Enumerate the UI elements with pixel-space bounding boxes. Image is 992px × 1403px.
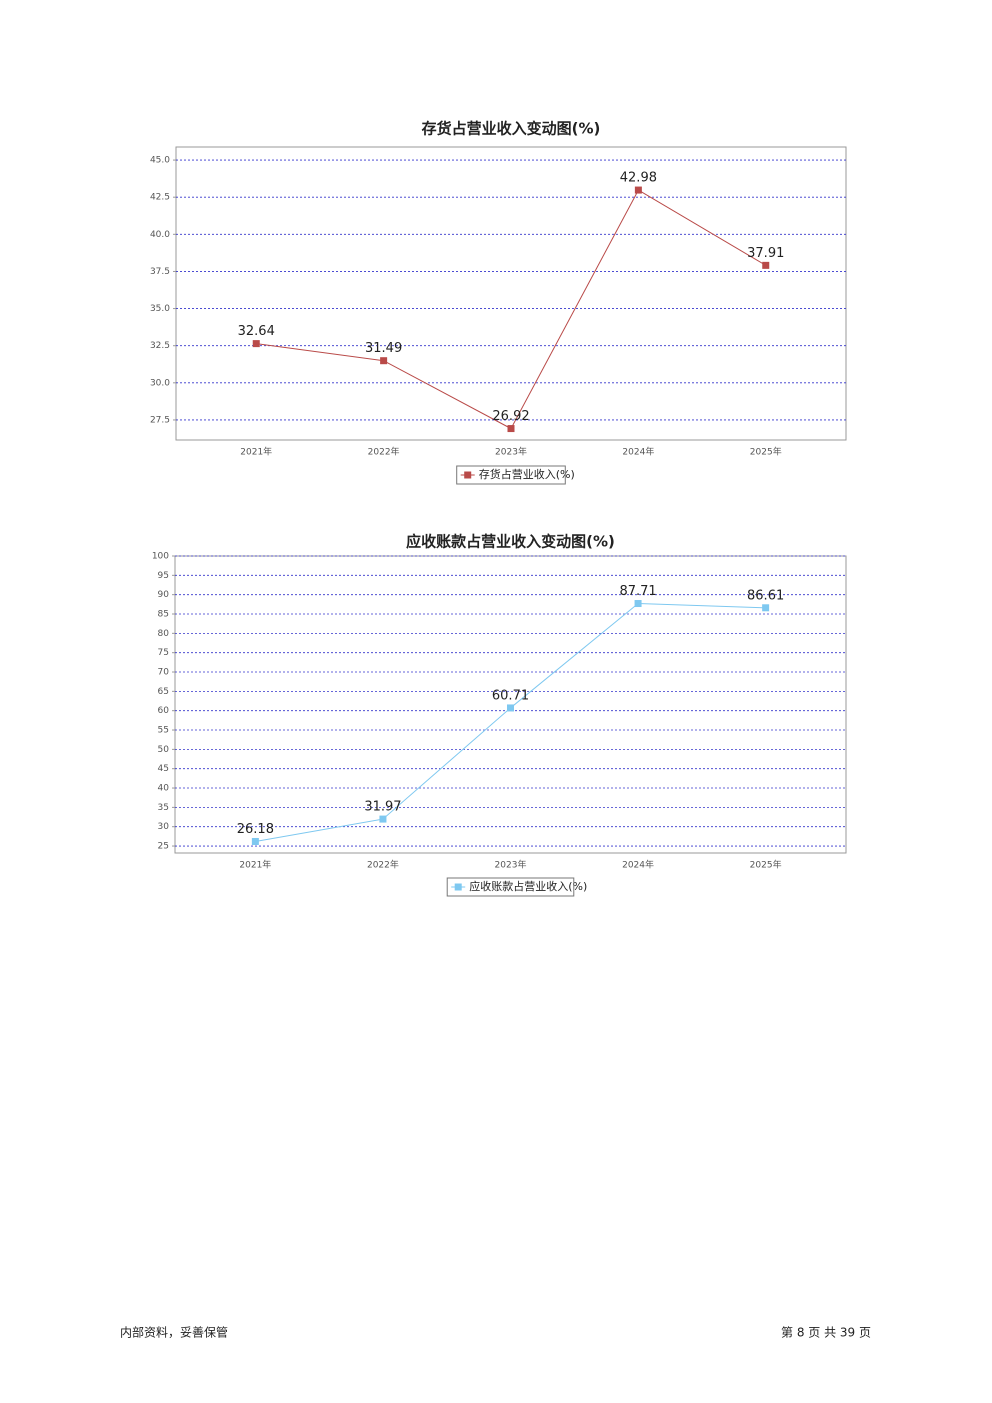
x-tick-label: 2021年 (239, 859, 271, 871)
data-label: 60.71 (492, 688, 529, 703)
y-tick-label: 42.5 (150, 193, 170, 203)
data-label: 42.98 (620, 171, 657, 186)
data-label: 37.91 (747, 246, 784, 261)
x-tick-label: 2025年 (750, 446, 782, 458)
y-tick-label: 30.0 (150, 378, 170, 388)
y-tick-label: 95 (158, 571, 169, 581)
footer-left: 内部资料，妥善保管 (120, 1325, 228, 1340)
y-tick-label: 60 (158, 706, 170, 716)
y-tick-label: 50 (158, 745, 170, 755)
y-tick-label: 37.5 (150, 267, 170, 277)
point (507, 425, 515, 433)
x-tick-label: 2024年 (622, 446, 654, 458)
x-tick-label: 2021年 (240, 446, 272, 458)
point (380, 357, 388, 365)
legend-box (446, 877, 575, 897)
series-line (255, 603, 766, 842)
y-tick-label: 30 (158, 822, 170, 832)
point (507, 704, 514, 712)
x-tick-label: 2024年 (622, 859, 654, 871)
x-tick-label: 2023年 (495, 446, 527, 458)
data-label: 32.64 (238, 324, 275, 339)
plot-area (175, 146, 847, 441)
legend-swatch (454, 883, 462, 891)
x-tick-label: 2023年 (495, 859, 527, 871)
y-tick-label: 45 (158, 764, 169, 774)
point (379, 815, 387, 823)
y-tick-label: 85 (158, 610, 169, 620)
point (762, 604, 770, 612)
y-tick-label: 100 (152, 552, 169, 562)
data-label: 26.18 (237, 822, 274, 837)
chart-title: 存货占营业收入变动图(%) (422, 120, 601, 138)
legend-label: 应收账款占营业收入(%) (469, 879, 587, 893)
y-tick-label: 40 (158, 784, 170, 794)
point (762, 261, 770, 269)
x-tick-label: 2022年 (367, 859, 399, 871)
y-tick-label: 40.0 (150, 230, 170, 240)
footer-right: 第 8 页 共 39 页 (781, 1326, 871, 1340)
x-tick-label: 2022年 (368, 446, 400, 458)
legend-box (456, 465, 566, 485)
y-tick-label: 27.5 (150, 415, 170, 425)
y-tick-label: 32.5 (150, 341, 170, 351)
series-line (256, 189, 767, 430)
legend-label: 存货占营业收入(%) (479, 467, 575, 481)
data-label: 87.71 (619, 584, 656, 599)
data-label: 31.49 (365, 341, 402, 356)
data-label: 86.61 (747, 588, 784, 603)
y-tick-label: 80 (158, 629, 170, 639)
y-tick-label: 55 (158, 726, 169, 736)
y-tick-label: 90 (158, 590, 170, 600)
y-tick-label: 70 (158, 668, 170, 678)
point (251, 837, 259, 845)
y-tick-label: 75 (158, 648, 169, 658)
legend-swatch (464, 471, 472, 479)
y-tick-label: 45.0 (150, 156, 170, 166)
y-tick-label: 25 (158, 842, 169, 852)
y-tick-label: 35.0 (150, 304, 170, 314)
point (252, 340, 260, 348)
point (634, 186, 642, 194)
plot-area (174, 555, 847, 854)
point (634, 600, 642, 608)
data-label: 31.97 (364, 800, 401, 815)
data-label: 26.92 (492, 409, 529, 424)
y-tick-label: 35 (158, 803, 169, 813)
chart-title: 应收账款占营业收入变动图(%) (406, 533, 615, 551)
y-tick-label: 65 (158, 687, 169, 697)
x-tick-label: 2025年 (750, 859, 782, 871)
